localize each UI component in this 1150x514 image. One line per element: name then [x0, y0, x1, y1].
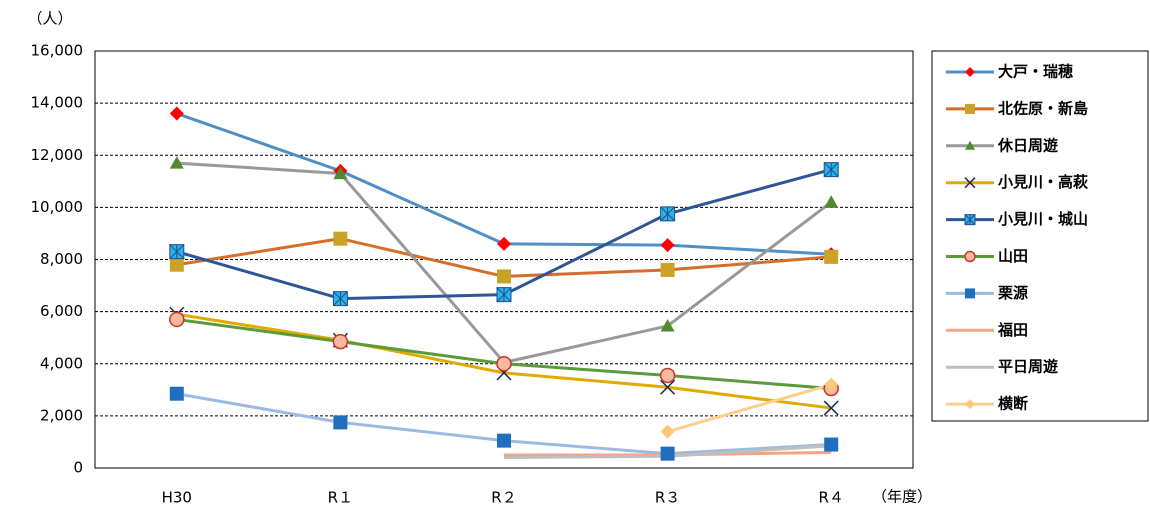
data-point — [496, 356, 512, 372]
legend-label: 平日周遊 — [998, 358, 1058, 376]
y-tick-label: 8,000 — [40, 250, 83, 268]
legend-marker — [965, 103, 975, 114]
y-tick-label: 4,000 — [40, 354, 83, 372]
data-point — [333, 166, 348, 180]
data-point — [824, 195, 839, 208]
y-tick-label: 6,000 — [40, 302, 83, 320]
data-point — [333, 231, 348, 246]
data-point — [332, 291, 348, 307]
legend-marker — [965, 140, 975, 150]
data-point — [823, 400, 839, 416]
data-point — [660, 238, 675, 253]
legend-label: 休日周遊 — [997, 136, 1058, 154]
data-point — [824, 249, 839, 264]
data-point — [823, 162, 839, 178]
legend-marker — [964, 214, 976, 226]
data-point — [169, 106, 184, 121]
legend-label: 北佐原・新島 — [998, 99, 1088, 117]
data-point — [659, 367, 676, 384]
data-point — [496, 287, 512, 303]
legend-label: 大戸・瑞穂 — [998, 63, 1073, 81]
legend-label: 福田 — [997, 321, 1028, 339]
data-point — [497, 269, 511, 284]
legend-label: 小見川・高萩 — [998, 173, 1088, 191]
data-point — [660, 262, 675, 277]
data-point — [169, 156, 184, 169]
legend-marker — [965, 288, 975, 299]
y-tick-label: 12,000 — [31, 146, 84, 164]
data-point — [497, 433, 511, 448]
data-point — [169, 386, 184, 401]
legend-label: 栗源 — [998, 284, 1028, 302]
series-line — [176, 112, 832, 256]
data-point — [332, 333, 349, 350]
legend-marker — [964, 250, 976, 263]
y-tick-label: 16,000 — [31, 42, 84, 60]
data-point — [169, 257, 184, 272]
x-tick-label: R４ — [818, 489, 843, 507]
data-point — [169, 311, 185, 328]
legend-marker — [964, 177, 976, 189]
y-tick-label: 2,000 — [40, 406, 83, 424]
x-unit-label: （年度） — [872, 488, 932, 506]
legend-marker — [965, 399, 975, 410]
x-tick-label: R３ — [655, 489, 680, 507]
data-point — [660, 318, 675, 332]
y-tick-label: 14,000 — [31, 94, 84, 112]
legend-marker — [965, 67, 975, 77]
data-point — [824, 437, 839, 452]
y-unit-label: （人） — [27, 10, 72, 28]
y-tick-label: 0 — [73, 459, 83, 477]
data-point — [169, 244, 185, 260]
y-tick-label: 10,000 — [31, 198, 84, 216]
data-point — [497, 236, 511, 251]
data-point — [660, 446, 675, 461]
plot-frame — [94, 50, 914, 469]
x-tick-label: R２ — [491, 489, 516, 507]
legend-label: 横断 — [998, 395, 1028, 413]
data-point — [660, 206, 676, 222]
data-point — [824, 377, 839, 392]
data-point — [660, 379, 676, 395]
legend-label: 山田 — [998, 247, 1028, 265]
data-point — [333, 415, 348, 430]
legend-label: 小見川・城山 — [998, 210, 1088, 228]
data-point — [660, 424, 675, 439]
series-line — [667, 383, 832, 433]
x-tick-label: R１ — [328, 489, 353, 507]
x-tick-label: H30 — [162, 489, 192, 507]
